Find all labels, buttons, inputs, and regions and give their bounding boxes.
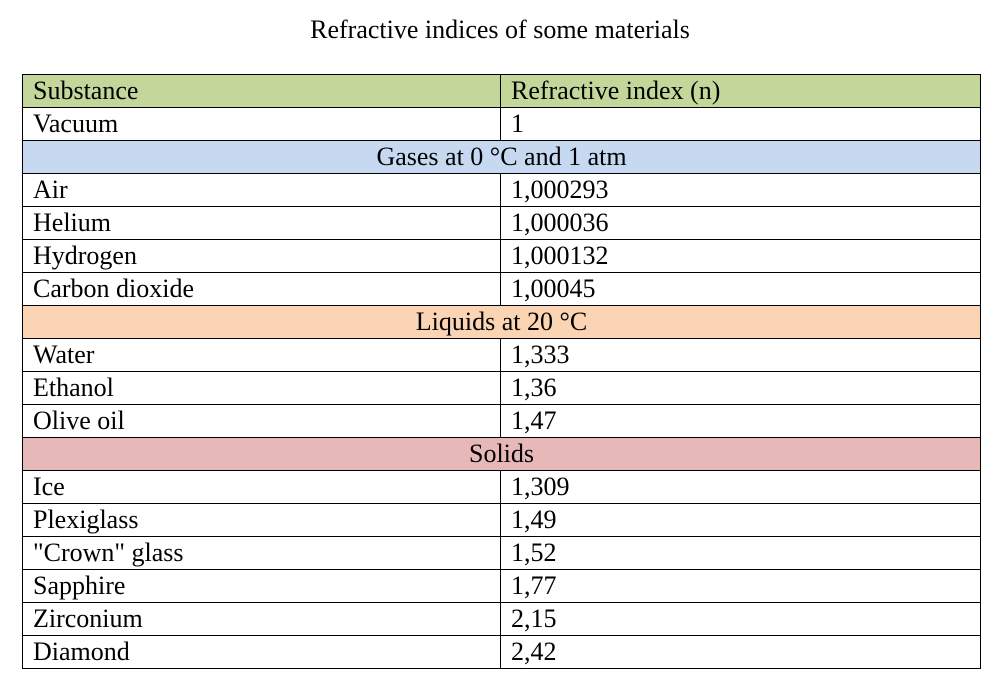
index-cell: 1,333 <box>500 338 981 372</box>
table-row: Sapphire 1,77 <box>22 569 981 603</box>
column-header-substance: Substance <box>22 74 501 108</box>
index-cell: 1 <box>500 107 981 141</box>
index-cell: 1,36 <box>500 371 981 405</box>
section-header-solids: Solids <box>22 437 981 471</box>
substance-cell: Carbon dioxide <box>22 272 501 306</box>
index-cell: 2,42 <box>500 635 981 669</box>
section-label-gases: Gases at 0 °C and 1 atm <box>22 140 981 174</box>
substance-cell: Plexiglass <box>22 503 501 537</box>
refractive-index-table: Substance Refractive index (n) Vacuum 1 … <box>22 74 981 669</box>
table-row: Olive oil 1,47 <box>22 404 981 438</box>
index-cell: 1,00045 <box>500 272 981 306</box>
index-cell: 1,49 <box>500 503 981 537</box>
index-cell: 1,52 <box>500 536 981 570</box>
section-header-liquids: Liquids at 20 °C <box>22 305 981 339</box>
table-row: Ethanol 1,36 <box>22 371 981 405</box>
substance-cell: Ice <box>22 470 501 504</box>
table-row: Ice 1,309 <box>22 470 981 504</box>
substance-cell: Sapphire <box>22 569 501 603</box>
section-label-liquids: Liquids at 20 °C <box>22 305 981 339</box>
table-row: Hydrogen 1,000132 <box>22 239 981 273</box>
table-row: Helium 1,000036 <box>22 206 981 240</box>
index-cell: 1,47 <box>500 404 981 438</box>
table-row: Zirconium 2,15 <box>22 602 981 636</box>
substance-cell: Zirconium <box>22 602 501 636</box>
table-title: Refractive indices of some materials <box>310 15 690 44</box>
index-cell: 2,15 <box>500 602 981 636</box>
table-row: Carbon dioxide 1,00045 <box>22 272 981 306</box>
table-row: Plexiglass 1,49 <box>22 503 981 537</box>
column-header-refractive-index: Refractive index (n) <box>500 74 981 108</box>
index-cell: 1,000293 <box>500 173 981 207</box>
substance-cell: Hydrogen <box>22 239 501 273</box>
substance-cell: Ethanol <box>22 371 501 405</box>
substance-cell: Water <box>22 338 501 372</box>
table-header-row: Substance Refractive index (n) <box>22 74 981 108</box>
table-row: Vacuum 1 <box>22 107 981 141</box>
section-label-solids: Solids <box>22 437 981 471</box>
section-header-gases: Gases at 0 °C and 1 atm <box>22 140 981 174</box>
substance-cell: Helium <box>22 206 501 240</box>
table-row: "Crown" glass 1,52 <box>22 536 981 570</box>
substance-cell: Vacuum <box>22 107 501 141</box>
index-cell: 1,000036 <box>500 206 981 240</box>
substance-cell: Air <box>22 173 501 207</box>
index-cell: 1,309 <box>500 470 981 504</box>
substance-cell: Diamond <box>22 635 501 669</box>
substance-cell: Olive oil <box>22 404 501 438</box>
index-cell: 1,77 <box>500 569 981 603</box>
table-row: Water 1,333 <box>22 338 981 372</box>
table-row: Air 1,000293 <box>22 173 981 207</box>
substance-cell: "Crown" glass <box>22 536 501 570</box>
table-row: Diamond 2,42 <box>22 635 981 669</box>
index-cell: 1,000132 <box>500 239 981 273</box>
